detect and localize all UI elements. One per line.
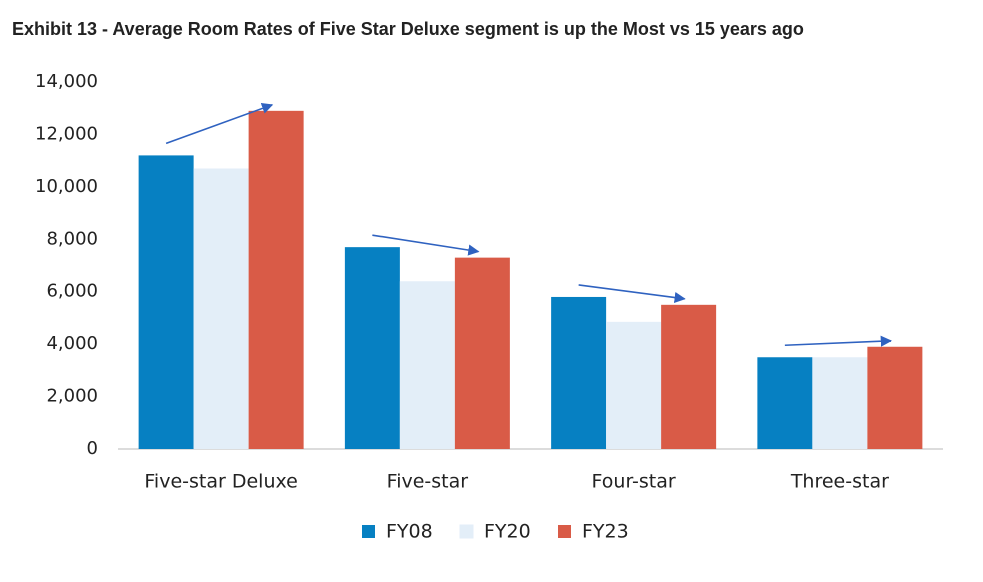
- trend-arrow: [372, 234, 480, 256]
- y-tick-label: 10,000: [35, 176, 98, 197]
- legend-swatch: [362, 525, 375, 538]
- x-tick-label: Five-star Deluxe: [144, 471, 297, 493]
- legend-label: FY20: [484, 521, 531, 543]
- bar: [551, 296, 607, 449]
- y-tick-label: 4,000: [46, 333, 98, 354]
- bar: [193, 168, 249, 449]
- bar: [757, 357, 813, 449]
- bar: [812, 357, 868, 449]
- legend-swatch: [459, 524, 474, 539]
- bar: [344, 247, 400, 449]
- bar: [248, 110, 304, 449]
- bar: [606, 321, 662, 449]
- bar: [661, 304, 717, 449]
- bar: [454, 257, 510, 449]
- y-tick-label: 0: [87, 438, 98, 459]
- x-tick-label: Three-star: [790, 471, 889, 493]
- bar: [867, 346, 923, 449]
- y-tick-label: 2,000: [46, 386, 98, 407]
- y-tick-label: 8,000: [46, 228, 98, 249]
- bar: [138, 155, 194, 449]
- y-tick-label: 14,000: [35, 71, 98, 92]
- chart-title: Exhibit 13 - Average Room Rates of Five …: [12, 19, 804, 39]
- x-tick-label: Five-star: [387, 471, 469, 493]
- y-tick-label: 6,000: [46, 281, 98, 302]
- trend-arrow: [165, 103, 274, 145]
- trend-arrow: [784, 335, 892, 347]
- y-tick-label: 12,000: [35, 123, 98, 144]
- trend-arrow: [578, 284, 686, 304]
- legend-swatch: [558, 525, 571, 538]
- bar: [399, 281, 455, 449]
- legend-label: FY23: [582, 521, 629, 543]
- x-tick-label: Four-star: [592, 471, 676, 493]
- legend-label: FY08: [386, 521, 433, 543]
